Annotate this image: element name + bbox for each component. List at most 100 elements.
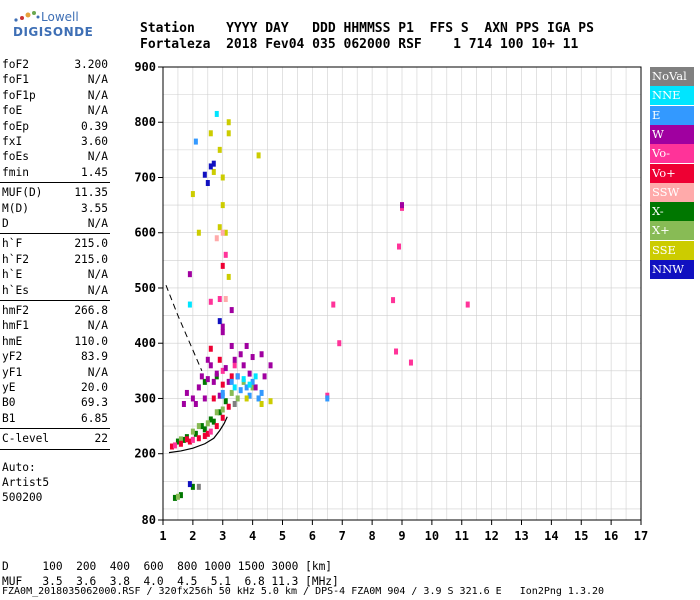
data-point [175, 438, 180, 445]
data-point [211, 418, 216, 425]
param-row: yE 20.0 [2, 381, 108, 395]
data-point [244, 342, 249, 349]
y-tick-label: 900 [134, 60, 156, 74]
x-tick-label: 4 [249, 529, 256, 543]
param-value: 6.85 [81, 411, 108, 425]
data-point [196, 229, 201, 236]
data-point [202, 426, 207, 433]
param-key: M(D) [2, 201, 29, 215]
param-key: MUF(D) [2, 186, 43, 200]
data-point [214, 370, 219, 377]
data-point [178, 436, 183, 443]
data-point [211, 168, 216, 175]
ionogram-chart: 1 2 3 4 5 6 7 8 9 10 11 12 13 14 15 16 17802003004005006… [134, 60, 648, 543]
legend-item: NNE [650, 86, 694, 106]
param-value: N/A [87, 283, 108, 297]
param-row: fxI 3.60 [2, 135, 108, 149]
data-point [244, 395, 249, 402]
x-tick-label: 13 [514, 529, 528, 543]
data-point [247, 381, 252, 388]
data-point [196, 435, 201, 442]
param-row: h`E N/A [2, 268, 108, 282]
param-key: h`F2 [2, 252, 29, 266]
legend-item: Vo- [650, 144, 694, 164]
param-value: 215.0 [74, 237, 108, 251]
data-point [217, 356, 222, 363]
data-point [187, 301, 192, 308]
data-point [190, 395, 195, 402]
param-key: hmE [2, 334, 23, 348]
y-tick-label: 300 [134, 391, 156, 405]
param-key: h`E [2, 268, 23, 282]
y-tick-label: 600 [134, 226, 156, 240]
data-point [208, 428, 213, 435]
x-tick-label: 6 [309, 529, 316, 543]
param-row: h`F 215.0 [2, 237, 108, 251]
data-point [208, 298, 213, 305]
data-point [217, 296, 222, 303]
data-point [190, 191, 195, 198]
data-point [241, 362, 246, 369]
param-key: yF1 [2, 365, 23, 379]
data-point [256, 152, 261, 159]
param-key: foF1 [2, 73, 29, 87]
param-value: 69.3 [81, 396, 108, 410]
profile-curve [168, 416, 228, 454]
data-point [175, 493, 180, 500]
data-point [184, 389, 189, 396]
data-point [196, 423, 201, 430]
param-value: N/A [87, 150, 108, 164]
header-values: Fortaleza 2018 Fev04 035 062000 RSF 1 71… [140, 37, 579, 52]
data-point [391, 297, 396, 304]
data-point [235, 373, 240, 380]
legend-item: W [650, 124, 694, 144]
data-point [208, 345, 213, 352]
data-point [408, 359, 413, 366]
data-point [214, 235, 219, 242]
data-point [229, 342, 234, 349]
data-point [220, 329, 225, 336]
data-point [178, 440, 183, 447]
dashed-trace [165, 285, 203, 372]
data-point [202, 378, 207, 385]
data-point [238, 387, 243, 394]
data-point [235, 395, 240, 402]
data-point [226, 403, 231, 410]
param-value: 20.0 [81, 381, 108, 394]
data-point [250, 384, 255, 391]
param-key: hmF1 [2, 319, 29, 333]
legend-item: NoVal [650, 67, 694, 86]
auto-line2: Artist5 [2, 476, 50, 489]
param-value: N/A [87, 365, 108, 379]
data-point [214, 110, 219, 117]
param-value: 11.35 [74, 186, 108, 200]
y-tick-label: 400 [134, 336, 156, 350]
x-tick-label: 16 [604, 529, 618, 543]
param-key: D [2, 217, 9, 230]
data-point [226, 273, 231, 280]
param-key: C-level [2, 432, 50, 446]
data-point [205, 420, 210, 427]
data-point [244, 384, 249, 391]
data-point [190, 483, 195, 490]
x-tick-label: 11 [455, 529, 469, 543]
param-value: N/A [87, 73, 108, 87]
data-point [172, 494, 177, 501]
param-row: yF1 N/A [2, 366, 108, 380]
param-value: N/A [87, 104, 108, 118]
param-value: N/A [87, 319, 108, 333]
param-row: foF1p N/A [2, 89, 108, 103]
y-tick-label: 200 [134, 447, 156, 461]
data-point [214, 423, 219, 430]
data-point [169, 443, 174, 450]
data-point [259, 351, 264, 358]
data-point [184, 436, 189, 443]
param-row: M(D) 3.55 [2, 202, 108, 216]
param-value: 266.8 [74, 304, 108, 317]
x-tick-label: 9 [398, 529, 405, 543]
param-row: hmF1 N/A [2, 319, 108, 333]
param-row: fmin 1.45 [2, 166, 108, 180]
param-separator [0, 300, 110, 301]
data-point [223, 229, 228, 236]
data-point [217, 392, 222, 399]
